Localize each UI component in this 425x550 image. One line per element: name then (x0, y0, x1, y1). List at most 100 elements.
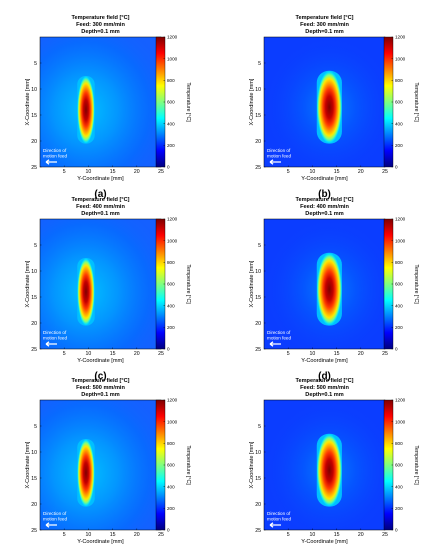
y-tick-label: 15 (255, 113, 261, 119)
y-tick-label: 25 (31, 347, 37, 353)
x-tick-label: 15 (334, 532, 340, 538)
panel-b: Temperature field [°C] Feed: 300 mm/minDe… (249, 15, 419, 200)
feed-direction-label: Direction of (267, 148, 291, 153)
colorbar-tick-label: 400 (167, 303, 175, 308)
y-tick-label: 5 (34, 243, 37, 249)
colorbar-tick-label: 0 (167, 347, 170, 352)
y-tick-label: 10 (255, 450, 261, 456)
chart-title-line: Depth=0.1 mm (81, 392, 119, 398)
colorbar-tick-label: 400 (167, 121, 175, 126)
feed-direction-label: Direction of (267, 330, 291, 335)
y-tick-label: 5 (258, 61, 261, 67)
colorbar-tick-label: 200 (167, 143, 175, 148)
colorbar-tick-label: 1200 (395, 398, 406, 403)
panel-label: (b) (318, 189, 331, 200)
y-tick-label: 25 (31, 165, 37, 171)
x-tick-label: 15 (110, 351, 116, 357)
colorbar-tick-label: 1200 (167, 398, 178, 403)
y-tick-label: 25 (31, 528, 37, 534)
panel-f: Temperature field [°C]Feed: 500 mm/minDe… (249, 378, 419, 545)
x-tick-label: 15 (110, 169, 116, 175)
colorbar-tick-label: 0 (167, 165, 170, 170)
colorbar-tick-label: 200 (167, 325, 175, 330)
y-tick-label: 10 (255, 269, 261, 275)
hot-zone (316, 252, 342, 326)
x-tick-label: 10 (86, 351, 92, 357)
y-tick-label: 10 (31, 269, 37, 275)
panel-a: Temperature field [°C]Feed: 300 mm/minDe… (25, 15, 191, 200)
temperature-plume (40, 219, 161, 349)
chart-title-line: Feed: 300 mm/min (300, 22, 349, 28)
colorbar-label: Temperature [°C] (413, 264, 419, 304)
y-tick-label: 20 (31, 502, 37, 508)
colorbar-label: Temperature [°C] (413, 82, 419, 122)
y-axis-label: X-Coordinate [mm] (249, 441, 255, 488)
x-tick-label: 5 (63, 169, 66, 175)
panel-c: Temperature field [°C]Feed: 400 mm/minDe… (25, 197, 191, 382)
hot-zone (316, 70, 342, 144)
y-tick-label: 5 (34, 61, 37, 67)
x-tick-label: 5 (287, 532, 290, 538)
x-tick-label: 25 (382, 532, 388, 538)
y-axis-label: X-Coordinate [mm] (25, 441, 31, 488)
colorbar-tick-label: 1000 (395, 238, 406, 243)
temperature-plume (40, 37, 161, 167)
y-axis-label: X-Coordinate [mm] (25, 260, 31, 307)
colorbar-tick-label: 800 (395, 441, 403, 446)
colorbar-tick-label: 0 (395, 165, 398, 170)
x-tick-label: 20 (134, 351, 140, 357)
chart-title-line: Temperature field [°C] (71, 197, 129, 203)
colorbar-tick-label: 200 (395, 506, 403, 511)
colorbar-tick-label: 600 (395, 282, 403, 287)
panel-label: (c) (94, 371, 106, 382)
y-tick-label: 25 (255, 528, 261, 534)
y-tick-label: 20 (31, 321, 37, 327)
colorbar-tick-label: 1200 (167, 35, 178, 40)
colorbar-tick-label: 800 (395, 260, 403, 265)
y-tick-label: 20 (31, 139, 37, 145)
y-tick-label: 5 (258, 424, 261, 430)
y-tick-label: 25 (255, 347, 261, 353)
feed-direction-label: motion feed (267, 154, 291, 159)
colorbar-tick-label: 1000 (167, 56, 178, 61)
panel-e: Temperature field [°C]Feed: 500 mm/minDe… (25, 378, 191, 545)
chart-title-line: Temperature field [°C] (71, 15, 129, 21)
x-axis-label: Y-Coordinate [mm] (77, 358, 124, 364)
x-tick-label: 25 (158, 169, 164, 175)
colorbar-tick-label: 1000 (167, 419, 178, 424)
x-tick-label: 10 (86, 532, 92, 538)
colorbar-tick-label: 1200 (167, 217, 178, 222)
x-tick-label: 5 (63, 351, 66, 357)
colorbar-tick-label: 0 (395, 347, 398, 352)
x-tick-label: 25 (158, 532, 164, 538)
temperature-plume (40, 400, 161, 530)
y-tick-label: 5 (34, 424, 37, 430)
y-tick-label: 15 (31, 113, 37, 119)
y-tick-label: 20 (255, 139, 261, 145)
y-axis-label: X-Coordinate [mm] (25, 78, 31, 125)
colorbar-tick-label: 400 (395, 484, 403, 489)
y-tick-label: 5 (258, 243, 261, 249)
feed-direction-arrow-icon (269, 341, 281, 347)
colorbar-tick-label: 200 (395, 325, 403, 330)
chart-title-line: Temperature field [°C] (295, 197, 353, 203)
colorbar-tick-label: 1000 (395, 419, 406, 424)
colorbar-tick-label: 0 (167, 528, 170, 533)
colorbar-tick-label: 400 (395, 121, 403, 126)
x-tick-label: 10 (310, 169, 316, 175)
colorbar-tick-label: 1000 (167, 238, 178, 243)
x-axis-label: Y-Coordinate [mm] (301, 176, 348, 182)
colorbar-tick-label: 600 (395, 100, 403, 105)
feed-direction-label: motion feed (43, 517, 67, 522)
x-tick-label: 10 (86, 169, 92, 175)
y-tick-label: 10 (31, 87, 37, 93)
y-tick-label: 15 (255, 476, 261, 482)
feed-direction-label: Direction of (43, 148, 67, 153)
chart-title-line: Depth=0.1 mm (305, 392, 343, 398)
chart-title-line: Depth=0.1 mm (305, 29, 343, 35)
colorbar-tick-label: 1200 (395, 217, 406, 222)
x-tick-label: 10 (310, 351, 316, 357)
panel-d: Temperature field [°C]Feed: 400 mm/minDe… (249, 197, 419, 382)
chart-title-line: Feed: 500 mm/min (76, 385, 125, 391)
y-axis-label: X-Coordinate [mm] (249, 260, 255, 307)
